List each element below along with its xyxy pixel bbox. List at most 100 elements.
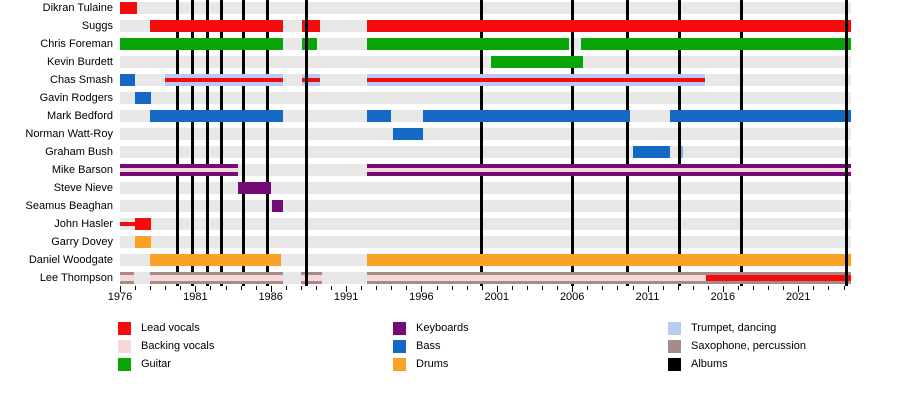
- timeline-bar: [120, 164, 238, 176]
- axis-tick: [511, 286, 513, 290]
- row-label-john-hasler: John Hasler: [54, 218, 113, 230]
- axis-tick: [376, 286, 378, 290]
- axis-tick: [572, 286, 574, 292]
- axis-tick-label: 2021: [785, 291, 811, 303]
- axis-tick: [361, 286, 363, 290]
- legend-swatch-guitar: [118, 358, 131, 371]
- axis-tick: [798, 286, 800, 292]
- album-release-line: [219, 0, 223, 286]
- legend-label-drums: Drums: [416, 358, 449, 370]
- axis-tick-label: 1991: [333, 291, 359, 303]
- axis-tick: [165, 286, 167, 290]
- axis-tick: [406, 286, 408, 290]
- album-release-line: [242, 0, 246, 286]
- legend-label-guitar: Guitar: [141, 358, 171, 370]
- legend-swatch-album: [668, 358, 681, 371]
- timeline-bar: [367, 20, 851, 32]
- row-label-suggs: Suggs: [81, 20, 113, 32]
- timeline-bar: [367, 164, 851, 176]
- row-background: [120, 236, 851, 248]
- timeline-bar-stripe: [120, 275, 134, 281]
- row-label-steve-nieve: Steve Nieve: [53, 182, 113, 194]
- axis-tick-label: 1986: [258, 291, 283, 303]
- row-background: [120, 2, 851, 14]
- timeline-bar: [670, 110, 851, 122]
- axis-tick-label: 2001: [484, 291, 510, 303]
- legend-label-bass: Bass: [416, 340, 441, 352]
- album-release-line: [739, 0, 743, 286]
- row-label-kevin-burdett: Kevin Burdett: [46, 56, 113, 68]
- legend-label-backing: Backing vocals: [141, 340, 215, 352]
- axis-tick-label: 1976: [107, 291, 133, 303]
- timeline-bar-stripe: [120, 168, 238, 172]
- axis-tick: [602, 286, 604, 290]
- timeline-bar: [135, 92, 151, 104]
- axis-tick: [421, 286, 423, 292]
- timeline-bar: [120, 222, 136, 226]
- timeline-bar: [367, 110, 392, 122]
- timeline-bar: [581, 38, 851, 50]
- legend-label-trumpet: Trumpet, dancing: [691, 322, 777, 334]
- timeline-bar-stripe: [367, 168, 851, 172]
- album-release-line: [175, 0, 179, 286]
- axis-tick: [481, 286, 483, 290]
- timeline-bar-stripe: [300, 275, 322, 281]
- axis-tick: [195, 286, 197, 292]
- axis-tick: [180, 286, 182, 290]
- axis-tick: [722, 286, 724, 292]
- axis-tick: [843, 286, 845, 290]
- timeline-bar: [367, 74, 705, 86]
- axis-tick: [225, 286, 227, 290]
- axis-tick: [135, 286, 137, 290]
- legend-label-sax: Saxophone, percussion: [691, 340, 806, 352]
- timeline-bar-stripe: [150, 275, 283, 281]
- timeline-bar: [367, 38, 570, 50]
- album-release-line: [845, 0, 848, 286]
- axis-tick: [617, 286, 619, 290]
- axis-tick: [150, 286, 152, 290]
- row-label-lee-thompson: Lee Thompson: [39, 272, 113, 284]
- row-label-gavin-rodgers: Gavin Rodgers: [39, 92, 113, 104]
- axis-tick: [496, 286, 498, 292]
- timeline-bar: [300, 272, 322, 284]
- axis-tick-label: 1981: [183, 291, 208, 303]
- axis-tick: [331, 286, 332, 290]
- timeline-bar-stripe: [706, 275, 851, 281]
- axis-tick: [692, 286, 694, 290]
- axis-tick: [753, 286, 754, 290]
- axis-tick: [255, 286, 257, 290]
- axis-tick: [677, 286, 679, 290]
- axis-tick: [662, 286, 664, 290]
- row-label-chris-foreman: Chris Foreman: [40, 38, 113, 50]
- axis-tick: [738, 286, 739, 290]
- timeline-bar: [135, 236, 151, 248]
- timeline-bar: [367, 272, 707, 284]
- axis-tick: [768, 286, 770, 290]
- axis-tick: [647, 286, 649, 292]
- legend-swatch-sax: [668, 340, 681, 353]
- axis-tick-label: 2011: [635, 291, 660, 303]
- row-label-dikran-tulaine: Dikran Tulaine: [42, 2, 113, 14]
- row-label-graham-bush: Graham Bush: [45, 146, 113, 158]
- axis-tick: [526, 286, 528, 290]
- row-label-chas-smash: Chas Smash: [50, 74, 113, 86]
- timeline-bar: [272, 200, 283, 212]
- row-background: [120, 128, 851, 140]
- legend-label-album: Albums: [691, 358, 728, 370]
- row-background: [120, 56, 851, 68]
- axis-tick: [240, 286, 242, 290]
- timeline-bar-stripe: [367, 275, 707, 281]
- row-background: [120, 200, 851, 212]
- row-background: [120, 182, 851, 194]
- album-release-line: [305, 0, 309, 286]
- timeline-bar: [706, 272, 851, 284]
- timeline-bar: [135, 218, 151, 230]
- timeline-bar: [120, 2, 137, 14]
- axis-tick: [557, 286, 559, 290]
- legend-swatch-keyboards: [393, 322, 406, 335]
- axis-tick-label: 2006: [559, 291, 585, 303]
- row-background: [120, 92, 851, 104]
- timeline-bar: [120, 38, 283, 50]
- axis-tick-label: 2016: [710, 291, 736, 303]
